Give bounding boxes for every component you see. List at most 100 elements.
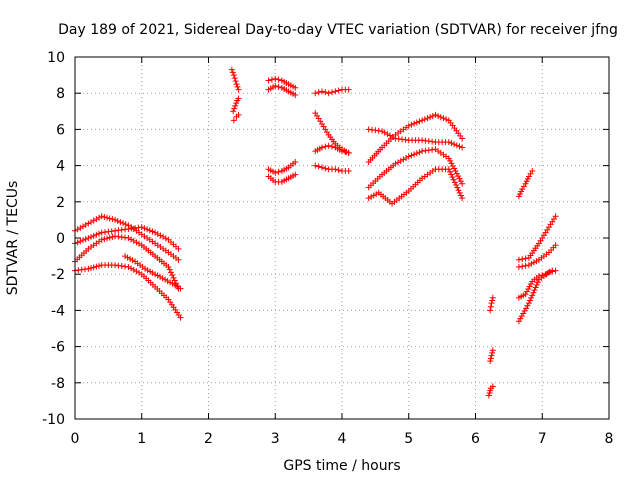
data-point (292, 158, 299, 165)
data-point (235, 111, 242, 118)
data-point (527, 297, 534, 304)
data-point (90, 264, 97, 271)
data-point (457, 178, 464, 185)
data-point (424, 115, 431, 122)
data-point (456, 189, 463, 196)
data-point (454, 184, 461, 191)
data-point (82, 221, 89, 228)
data-point (234, 83, 241, 90)
data-point (445, 155, 452, 162)
x-tick-label: 6 (471, 431, 480, 447)
data-point (169, 280, 176, 287)
data-point (154, 231, 161, 238)
data-point (397, 157, 404, 164)
data-point (525, 300, 532, 307)
data-point (177, 285, 184, 292)
data-point (101, 214, 108, 221)
data-point (268, 76, 275, 83)
data-point (392, 160, 399, 167)
data-point (332, 166, 339, 173)
y-tick-label: -8 (51, 376, 65, 392)
data-point (435, 113, 442, 120)
data-point (489, 294, 496, 301)
data-point (530, 259, 537, 266)
data-point (93, 216, 100, 223)
data-point (146, 227, 153, 234)
data-point (272, 169, 279, 176)
plot-frame (74, 56, 610, 420)
data-point (459, 144, 466, 151)
data-point (524, 302, 531, 309)
data-point (533, 281, 540, 288)
data-point (136, 269, 143, 276)
data-point (432, 111, 439, 118)
data-point (387, 132, 394, 139)
data-point (443, 116, 450, 123)
data-point (440, 115, 447, 122)
data-point (325, 142, 332, 149)
data-point (453, 182, 460, 189)
data-point (322, 89, 329, 96)
data-point (85, 235, 92, 241)
data-point (74, 239, 81, 246)
data-point (528, 294, 535, 301)
data-point (489, 297, 496, 304)
data-point (450, 176, 457, 183)
data-point (130, 266, 137, 273)
data-point (96, 214, 103, 221)
data-point (456, 175, 463, 182)
data-point (456, 143, 463, 150)
grid-lines (75, 57, 609, 419)
data-point (395, 159, 402, 166)
data-points (72, 66, 559, 399)
data-point (318, 144, 325, 151)
data-point (162, 276, 169, 283)
data-point (487, 303, 494, 310)
data-point (230, 108, 237, 115)
data-point (318, 88, 325, 95)
data-point (448, 160, 455, 167)
data-point (403, 154, 410, 161)
data-point (451, 165, 458, 172)
y-tick-label: 6 (56, 122, 65, 138)
y-tick-label: -2 (51, 267, 65, 283)
data-point (232, 78, 239, 85)
data-point (519, 256, 526, 263)
data-point (101, 236, 108, 243)
data-point (160, 233, 167, 240)
data-point (523, 305, 530, 312)
data-point (522, 291, 529, 298)
data-point (447, 168, 454, 175)
data-point (533, 258, 540, 265)
data-point (230, 117, 237, 124)
data-point (416, 149, 423, 156)
data-point (129, 257, 136, 264)
data-point (93, 263, 100, 270)
data-point (368, 193, 375, 200)
data-point (522, 262, 529, 269)
y-tick-label: -10 (42, 412, 65, 428)
data-point (488, 300, 495, 307)
data-point (416, 118, 423, 125)
data-point (328, 143, 335, 150)
data-point (381, 129, 388, 136)
data-point (411, 120, 418, 127)
data-point (405, 122, 412, 129)
x-tick-label: 2 (204, 431, 213, 447)
data-point (453, 142, 460, 149)
data-point (315, 89, 322, 96)
data-point (77, 238, 84, 245)
data-point (448, 171, 455, 178)
data-point (539, 272, 546, 279)
data-point (545, 269, 552, 276)
data-point (370, 192, 377, 199)
x-tick-label: 3 (271, 431, 280, 447)
data-point (451, 179, 458, 186)
data-point (136, 240, 143, 247)
data-point (445, 139, 452, 146)
data-point (122, 253, 129, 260)
data-point (335, 167, 342, 174)
data-point (85, 265, 92, 272)
data-point (292, 171, 299, 178)
data-point (82, 236, 89, 243)
